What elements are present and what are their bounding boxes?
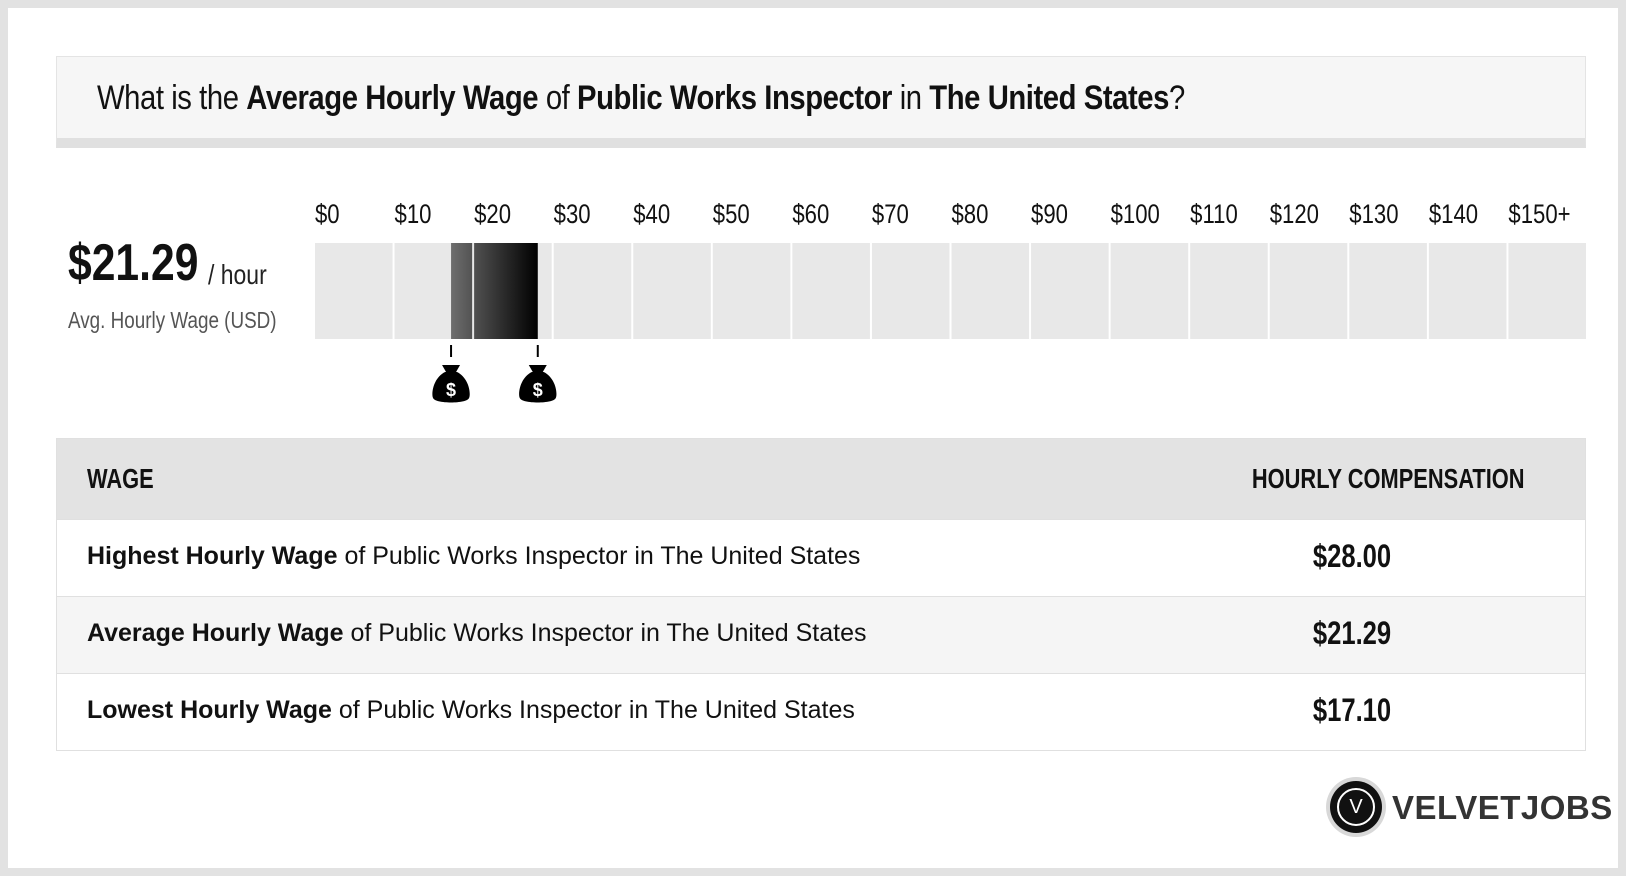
- x-tick-label: $0: [315, 200, 340, 230]
- x-tick-label: $30: [554, 200, 591, 230]
- wage-table: WAGE HOURLY COMPENSATION Highest Hourly …: [56, 438, 1586, 751]
- scale-cell: [1110, 243, 1189, 339]
- svg-text:$: $: [533, 380, 543, 400]
- x-tick-label: $130: [1349, 200, 1398, 230]
- scale-cell: [1428, 243, 1507, 339]
- x-tick-label: $90: [1031, 200, 1068, 230]
- svg-text:$: $: [446, 380, 456, 400]
- column-header-hourly-compensation: HOURLY COMPENSATION: [1252, 463, 1525, 494]
- average-wage-value: $21.29: [68, 234, 199, 292]
- scale-cell: [633, 243, 711, 339]
- row-label: Highest Hourly Wage of Public Works Insp…: [87, 542, 861, 570]
- x-tick-label: $10: [395, 200, 432, 230]
- x-tick-label: $120: [1270, 200, 1319, 230]
- x-tick-label: $80: [952, 200, 989, 230]
- x-tick-label: $100: [1111, 200, 1160, 230]
- velvetjobs-logo-icon: V: [1330, 781, 1382, 833]
- wage-range-bar: [451, 243, 538, 339]
- x-tick-label: $110: [1190, 200, 1238, 230]
- x-tick-label: $20: [474, 200, 511, 230]
- scale-cell: [1508, 243, 1586, 339]
- brand-name: VELVETJOBS: [1392, 789, 1613, 826]
- average-wage-label: Avg. Hourly Wage (USD): [68, 307, 277, 333]
- table-row: Lowest Hourly Wage of Public Works Inspe…: [57, 673, 1585, 750]
- scale-cell: [712, 243, 791, 339]
- scale-cell: [871, 243, 950, 339]
- scale-cell: [1190, 243, 1268, 339]
- scale-cell: [792, 243, 870, 339]
- wage-range-chart: $0 $10 $20 $30 $40 $50 $60 $70 $80 $90 $100 $110 $12…: [315, 200, 1586, 403]
- x-tick-label: $150+: [1508, 200, 1570, 230]
- scale-cell: [553, 243, 632, 339]
- x-tick-label: $70: [872, 200, 909, 230]
- question-header: What is the Average Hourly Wage of Publi…: [56, 56, 1586, 148]
- row-value: $21.29: [1312, 615, 1392, 651]
- money-bag-icon: $: [432, 365, 470, 403]
- table-row: Average Hourly Wage of Public Works Insp…: [57, 596, 1585, 673]
- money-bag-icon: $: [519, 365, 557, 403]
- row-label: Lowest Hourly Wage of Public Works Inspe…: [87, 696, 855, 724]
- row-label: Average Hourly Wage of Public Works Insp…: [87, 619, 867, 647]
- average-wage-unit: / hour: [208, 259, 267, 290]
- table-header: WAGE HOURLY COMPENSATION: [57, 439, 1585, 519]
- x-tick-label: $140: [1429, 200, 1478, 230]
- scale-cell: [951, 243, 1030, 339]
- scale-cell: [1269, 243, 1348, 339]
- scale-divider: [472, 243, 475, 339]
- scale-cell: [315, 243, 393, 339]
- row-value: $17.10: [1312, 692, 1392, 728]
- column-header-wage: WAGE: [87, 463, 154, 494]
- row-value: $28.00: [1312, 538, 1392, 574]
- x-tick-label: $50: [713, 200, 750, 230]
- x-tick-label: $40: [633, 200, 670, 230]
- x-tick-label: $60: [792, 200, 829, 230]
- table-row: Highest Hourly Wage of Public Works Insp…: [57, 519, 1585, 596]
- scale-cell: [1031, 243, 1109, 339]
- scale-cell: [1349, 243, 1427, 339]
- question-title: What is the Average Hourly Wage of Publi…: [97, 79, 1185, 117]
- average-wage-summary: $21.29 / hour Avg. Hourly Wage (USD): [68, 233, 277, 333]
